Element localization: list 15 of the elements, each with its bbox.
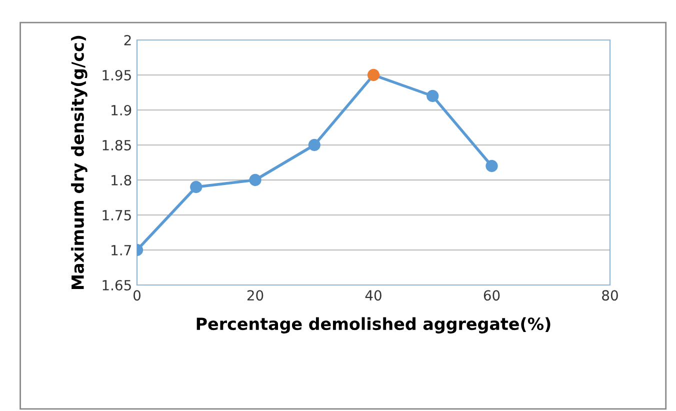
y-tick-label: 2	[124, 34, 131, 46]
x-axis-title: Percentage demolished aggregate(%)	[196, 317, 550, 334]
y-tick-label: 1.65	[102, 280, 131, 290]
y-tick-label: 1.85	[102, 140, 131, 150]
x-tick-label: 20	[247, 290, 264, 301]
y-tick-label: 1.8	[112, 174, 132, 186]
x-tick-label: 60	[484, 290, 500, 301]
x-tick-label: 80	[602, 290, 618, 301]
y-tick-label: 1.95	[102, 70, 131, 80]
x-tick-label: 40	[365, 290, 382, 301]
y-tick-label: 1.75	[102, 210, 131, 220]
y-tick-label: 1.7	[112, 245, 131, 256]
x-tick-label: 0	[133, 290, 140, 301]
y-tick-label: 1.9	[112, 104, 132, 116]
y-axis-title: Maximum dry density(g/cc)	[71, 36, 88, 290]
